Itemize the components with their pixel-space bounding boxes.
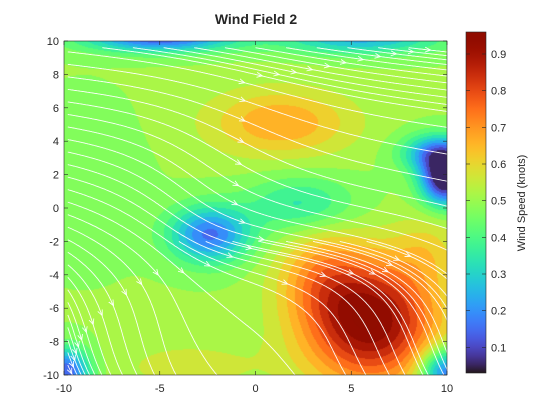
streamline-arrow <box>236 184 237 185</box>
streamline-arrow <box>181 271 182 272</box>
y-tick-label: 10 <box>47 36 59 48</box>
plot-area <box>64 41 447 375</box>
colorbar-tick-label: 0.1 <box>491 342 506 354</box>
streamline-arrow <box>240 141 241 142</box>
streamline <box>286 47 447 71</box>
streamline <box>312 240 447 322</box>
y-tick-label: 4 <box>53 136 59 148</box>
streamline-arrow <box>140 282 141 283</box>
streamline-arrow <box>372 273 373 274</box>
streamline <box>67 214 218 375</box>
streamline <box>67 176 390 375</box>
streamline <box>224 47 447 84</box>
streamline <box>132 47 447 105</box>
streamline <box>67 51 447 128</box>
streamline <box>205 240 406 375</box>
streamline-arrow <box>112 303 113 304</box>
streamline <box>67 139 447 310</box>
colorbar: 0.1 0.2 0.3 0.4 0.5 0.6 0.7 0.8 0.9 Wind Speed (… <box>465 31 528 374</box>
streamline-arrow <box>207 264 208 265</box>
streamline-arrow <box>125 292 126 293</box>
streamline-arrow <box>242 120 243 121</box>
streamline <box>67 126 447 275</box>
colorbar-tick-label: 0.8 <box>491 86 506 98</box>
streamline <box>286 240 447 354</box>
colorbar-tick-label: 0.9 <box>491 49 506 61</box>
streamline-arrow <box>156 272 157 273</box>
streamline <box>67 63 447 155</box>
streamline-arrow <box>385 270 386 271</box>
streamline <box>316 47 447 66</box>
y-tick-label: 8 <box>53 69 59 81</box>
streamline <box>67 151 447 371</box>
colorbar-tick-label: 0.5 <box>491 196 506 208</box>
x-tick-label: 10 <box>441 383 453 395</box>
x-tick-label: 0 <box>252 383 258 395</box>
colorbar-body <box>465 31 487 374</box>
streamline <box>67 101 447 230</box>
colorbar-ticks: 0.1 0.2 0.3 0.4 0.5 0.6 0.7 0.8 0.9 <box>466 49 506 354</box>
streamline-arrow <box>234 203 235 204</box>
streamlines <box>67 47 447 375</box>
streamline <box>259 240 445 375</box>
chart-title: Wind Field 2 <box>215 11 298 27</box>
streamline <box>67 189 347 375</box>
streamline <box>194 47 447 91</box>
streamline <box>339 240 447 297</box>
y-tick-label: 0 <box>53 203 59 215</box>
colorbar-label: Wind Speed (knots) <box>516 155 528 252</box>
streamline-arrow <box>238 163 239 164</box>
streamline <box>67 226 177 375</box>
streamline <box>67 239 156 375</box>
streamline <box>347 47 447 61</box>
streamline <box>232 240 429 375</box>
colorbar-tick-label: 0.4 <box>491 232 506 244</box>
streamline <box>178 241 367 375</box>
y-axis-ticks: -10 -8 -6 -4 -2 0 2 4 6 8 10 <box>43 36 447 382</box>
streamline <box>255 47 447 77</box>
streamline <box>67 201 296 375</box>
streamline <box>67 264 124 375</box>
colorbar-tick-label: 0.7 <box>491 122 506 134</box>
x-axis-ticks: -10 -5 0 5 10 <box>56 41 453 395</box>
colorbar-tick-label: 0.2 <box>491 306 506 318</box>
y-tick-label: -8 <box>49 337 59 349</box>
streamline <box>163 47 447 98</box>
colorbar-tick-label: 0.3 <box>491 269 506 281</box>
y-tick-label: -10 <box>43 370 59 382</box>
y-tick-label: 2 <box>53 170 59 182</box>
streamline <box>67 114 447 251</box>
streamline <box>67 251 138 375</box>
streamline <box>67 76 447 182</box>
wind-speed-contour-fill <box>64 41 447 375</box>
x-tick-label: 5 <box>348 383 354 395</box>
y-tick-label: -4 <box>49 270 59 282</box>
y-tick-label: -2 <box>49 236 59 248</box>
streamline <box>67 164 424 375</box>
streamline <box>67 277 112 375</box>
x-tick-label: -5 <box>155 383 165 395</box>
streamline <box>67 88 447 207</box>
streamline <box>67 289 103 375</box>
x-tick-label: -10 <box>56 383 72 395</box>
y-tick-label: -6 <box>49 303 59 315</box>
colorbar-tick-label: 0.6 <box>491 159 506 171</box>
streamline <box>102 47 447 112</box>
y-tick-label: 6 <box>53 103 59 115</box>
